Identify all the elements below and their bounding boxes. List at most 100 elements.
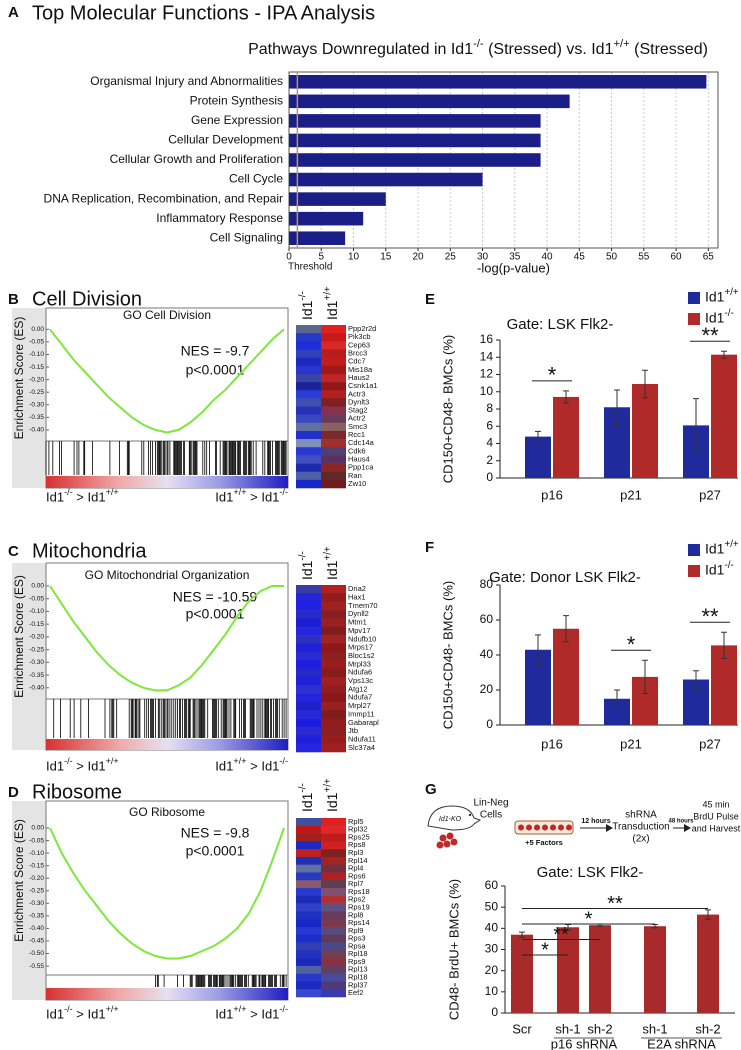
gene-label: Rps18 xyxy=(348,887,370,896)
gene-label: Eef2 xyxy=(348,988,363,997)
y-tick-label: 40 xyxy=(485,921,499,935)
error-bar xyxy=(652,924,658,929)
gene-label: Rpl4 xyxy=(348,864,363,873)
heatmap-cell xyxy=(296,981,321,990)
y-tick-label: -0.35 xyxy=(29,414,44,421)
x-axis-label: Id1+/+ > Id1-/- xyxy=(215,487,288,504)
y-tick-label: 0.00 xyxy=(31,825,44,832)
heatmap-cell xyxy=(321,382,346,391)
superscript: -/- xyxy=(64,487,73,497)
heatmap-cell xyxy=(296,856,321,865)
superscript: +/+ xyxy=(233,487,246,497)
heatmap-cell xyxy=(321,349,346,358)
heatmap-cell xyxy=(321,479,346,489)
x-axis-label: Id1-/- > Id1+/+ xyxy=(46,487,119,504)
tick-strip xyxy=(12,308,46,488)
heatmap-cell xyxy=(296,973,321,982)
y-tick-label: -0.10 xyxy=(29,608,44,615)
heatmap-cell xyxy=(321,601,346,611)
heatmap-cell xyxy=(321,726,346,736)
chart-title: Ribosome xyxy=(32,781,122,803)
heatmap-cell xyxy=(321,849,346,858)
category-label: Cell Cycle xyxy=(229,172,283,186)
y-tick-label: 20 xyxy=(480,682,494,696)
heatmap-cell xyxy=(321,958,346,967)
gene-label: Mpv17 xyxy=(348,626,371,635)
chart-title: Mitochondria xyxy=(32,540,147,562)
superscript: +/+ xyxy=(724,539,738,550)
legend-swatch xyxy=(688,292,700,304)
superscript: +/+ xyxy=(233,756,246,766)
x-tick-label: 45 xyxy=(574,252,586,263)
x-tick-label: sh-1 xyxy=(642,1021,667,1036)
heatmap-cell xyxy=(296,903,321,912)
heatmap-cell xyxy=(321,965,346,974)
mouse-eye xyxy=(468,813,472,817)
heatmap-cell xyxy=(321,651,346,661)
rank-gradient xyxy=(46,988,288,1000)
gene-label: Ppp2r2d xyxy=(348,324,376,333)
gene-label: Rps6 xyxy=(348,871,366,880)
group-label: p16 shRNA xyxy=(551,1036,618,1050)
superscript: -/- xyxy=(279,1004,288,1014)
heatmap-cell xyxy=(321,710,346,719)
gene-label: Ndufa11 xyxy=(348,734,376,743)
y-tick-label: -0.35 xyxy=(29,913,44,920)
superscript: -/- xyxy=(64,1004,73,1014)
bar xyxy=(553,628,579,725)
x-tick-label: 30 xyxy=(477,252,489,263)
chart-title: Gate: LSK Flk2- xyxy=(537,864,644,881)
y-tick-label: 50 xyxy=(485,899,499,913)
y-tick-label: -0.35 xyxy=(29,672,44,679)
gene-label: Rps9 xyxy=(348,957,366,966)
gene-label: Dna2 xyxy=(348,584,366,593)
bar xyxy=(511,934,533,1013)
bar xyxy=(697,914,719,1013)
category-label: Cellular Development xyxy=(168,133,283,147)
heatmap-cell xyxy=(321,950,346,959)
heatmap-cell xyxy=(296,422,321,432)
heatmap-cell xyxy=(296,610,321,619)
heatmap-cell xyxy=(296,880,321,889)
heatmap-cell xyxy=(321,693,346,703)
heatmap-cell xyxy=(321,610,346,619)
heatmap-cell xyxy=(296,919,321,928)
y-tick-label: -0.50 xyxy=(29,950,44,957)
heatmap-cell xyxy=(296,926,321,936)
gene-label: Cdc7 xyxy=(348,357,366,366)
gene-label: Gabarapl xyxy=(348,718,379,727)
gene-label: Dynlt3 xyxy=(348,397,369,406)
heatmap-cell xyxy=(296,841,321,850)
gene-label: Cep63 xyxy=(348,340,370,349)
error-bar xyxy=(642,659,648,694)
gene-label: Rpsa xyxy=(348,941,366,950)
x-tick-label: 25 xyxy=(445,252,457,263)
heatmap-cell xyxy=(296,651,321,661)
heatmap-cell xyxy=(296,414,321,424)
y-tick-label: 60 xyxy=(485,878,499,892)
gene-label: Haus4 xyxy=(348,454,370,463)
bar xyxy=(289,192,386,206)
legend-label: Id1+/+ xyxy=(705,287,739,305)
superscript: +/+ xyxy=(323,546,334,560)
gene-label: Immp11 xyxy=(348,709,375,718)
chart-title: Gate: LSK Flk2- xyxy=(507,316,614,333)
panel-letter: E xyxy=(425,291,435,308)
heatmap-cell xyxy=(296,685,321,694)
y-tick-label: -0.15 xyxy=(29,364,44,371)
gene-label: Rpl7 xyxy=(348,879,363,888)
y-tick-label: 60 xyxy=(480,612,494,626)
y-tick-label: -0.20 xyxy=(29,634,44,641)
gene-label: Dynll2 xyxy=(348,609,369,618)
chart-title: Cell Division xyxy=(32,288,142,310)
gene-label: Rpl37 xyxy=(348,980,368,989)
heatmap-cell xyxy=(321,635,346,644)
gene-label: Pik3cb xyxy=(348,332,371,341)
heatmap-cell xyxy=(296,585,321,594)
es-curve xyxy=(49,827,285,960)
heatmap-cell xyxy=(321,439,346,448)
y-tick-label: 80 xyxy=(480,577,494,591)
cell xyxy=(550,824,556,831)
gene-label: Rps14 xyxy=(348,918,370,927)
